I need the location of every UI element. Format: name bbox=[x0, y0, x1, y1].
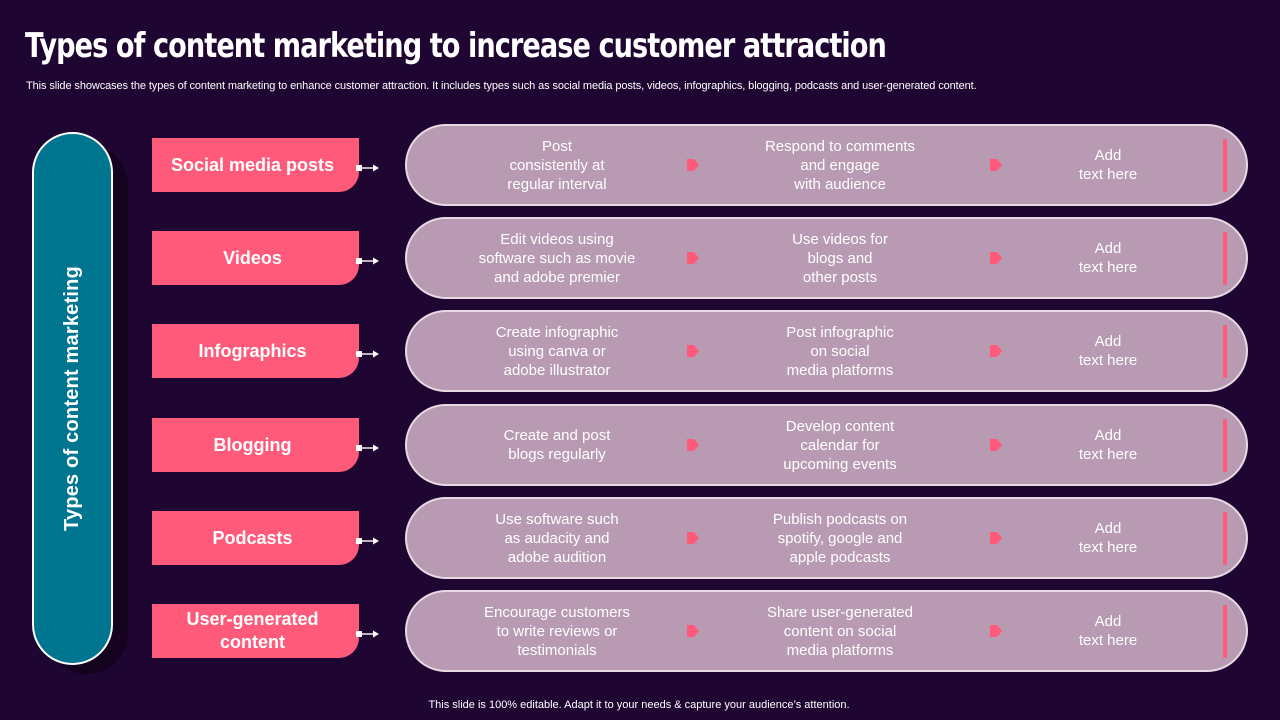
chevron-right-icon bbox=[989, 344, 1003, 358]
category-label: User-generated content bbox=[152, 604, 359, 658]
chevron-right-icon bbox=[686, 158, 700, 172]
step-2-text: Develop content calendar for upcoming ev… bbox=[783, 417, 897, 473]
step-3-text: Add text here bbox=[1078, 427, 1138, 463]
category-text: Podcasts bbox=[212, 527, 293, 548]
step-1-text: Post consistently at regular interval bbox=[507, 137, 607, 193]
chevron-right-icon bbox=[989, 438, 1003, 452]
chevron-right-icon bbox=[686, 344, 700, 358]
steps-pill bbox=[405, 497, 1248, 579]
connector-arrow-icon bbox=[356, 253, 380, 265]
content-row: Infographics Create infographic using can… bbox=[0, 310, 1280, 394]
connector-arrow-icon bbox=[356, 440, 380, 452]
step-3-text: Add text here bbox=[1078, 333, 1138, 369]
content-row: Podcasts Use software such as audacity an… bbox=[0, 497, 1280, 581]
chevron-right-icon bbox=[989, 624, 1003, 638]
chevron-right-icon bbox=[989, 251, 1003, 265]
category-text: Social media posts bbox=[170, 154, 335, 175]
steps-pill bbox=[405, 217, 1248, 299]
step-1-text: Create infographic using canva or adobe … bbox=[495, 323, 619, 379]
step-1-text: Use software such as audacity and adobe … bbox=[495, 510, 619, 566]
connector-arrow-icon bbox=[356, 346, 380, 358]
step-1-text: Edit videos using software such as movie… bbox=[478, 230, 636, 286]
step-3-text: Add text here bbox=[1078, 147, 1138, 183]
category-label: Videos bbox=[152, 231, 359, 285]
step-2-text: Share user-generated content on social m… bbox=[767, 603, 913, 659]
content-row: User-generated content Encourage customer… bbox=[0, 590, 1280, 674]
connector-arrow-icon bbox=[356, 160, 380, 172]
step-1-text: Create and post blogs regularly bbox=[503, 427, 611, 463]
category-text: Infographics bbox=[198, 340, 307, 361]
chevron-right-icon bbox=[686, 438, 700, 452]
category-label: Infographics bbox=[152, 324, 359, 378]
steps-pill bbox=[405, 310, 1248, 392]
step-2-text: Post infographic on social media platfor… bbox=[786, 323, 894, 379]
step-2-text: Publish podcasts on spotify, google and … bbox=[772, 510, 908, 566]
chevron-right-icon bbox=[686, 531, 700, 545]
accent-bar bbox=[1223, 512, 1227, 565]
category-label: Blogging bbox=[152, 418, 359, 472]
footer-note: This slide is 100% editable. Adapt it to… bbox=[428, 699, 850, 711]
content-row: Social media posts Post consistently at r… bbox=[0, 124, 1280, 208]
accent-bar bbox=[1223, 232, 1227, 285]
step-3-text: Add text here bbox=[1078, 520, 1138, 556]
connector-arrow-icon bbox=[356, 626, 380, 638]
step-1-text: Encourage customers to write reviews or … bbox=[484, 603, 630, 659]
chevron-right-icon bbox=[686, 251, 700, 265]
category-label: Social media posts bbox=[152, 138, 359, 192]
connector-arrow-icon bbox=[356, 533, 380, 545]
category-label: Podcasts bbox=[152, 511, 359, 565]
category-text: Blogging bbox=[213, 434, 292, 455]
slide-subtitle: This slide showcases the types of conten… bbox=[26, 80, 977, 92]
side-label: Types of content marketing bbox=[61, 266, 83, 531]
accent-bar bbox=[1223, 139, 1227, 192]
category-text: User-generated content bbox=[186, 609, 319, 652]
step-3-text: Add text here bbox=[1078, 613, 1138, 649]
step-2-text: Respond to comments and engage with audi… bbox=[764, 137, 916, 193]
accent-bar bbox=[1223, 419, 1227, 472]
chevron-right-icon bbox=[686, 624, 700, 638]
steps-pill bbox=[405, 404, 1248, 486]
content-row: Videos Edit videos using software such as… bbox=[0, 217, 1280, 301]
category-text: Videos bbox=[223, 247, 282, 268]
side-pill-text-wrap: Types of content marketing bbox=[32, 132, 113, 665]
accent-bar bbox=[1223, 325, 1227, 378]
chevron-right-icon bbox=[989, 158, 1003, 172]
step-2-text: Use videos for blogs and other posts bbox=[792, 230, 888, 286]
step-3-text: Add text here bbox=[1078, 240, 1138, 276]
chevron-right-icon bbox=[989, 531, 1003, 545]
steps-pill bbox=[405, 590, 1248, 672]
accent-bar bbox=[1223, 605, 1227, 658]
content-row: Blogging Create and post blogs regularly D… bbox=[0, 404, 1280, 488]
side-pill bbox=[32, 132, 113, 665]
steps-pill bbox=[405, 124, 1248, 206]
slide-title: Types of content marketing to increase c… bbox=[25, 26, 887, 66]
